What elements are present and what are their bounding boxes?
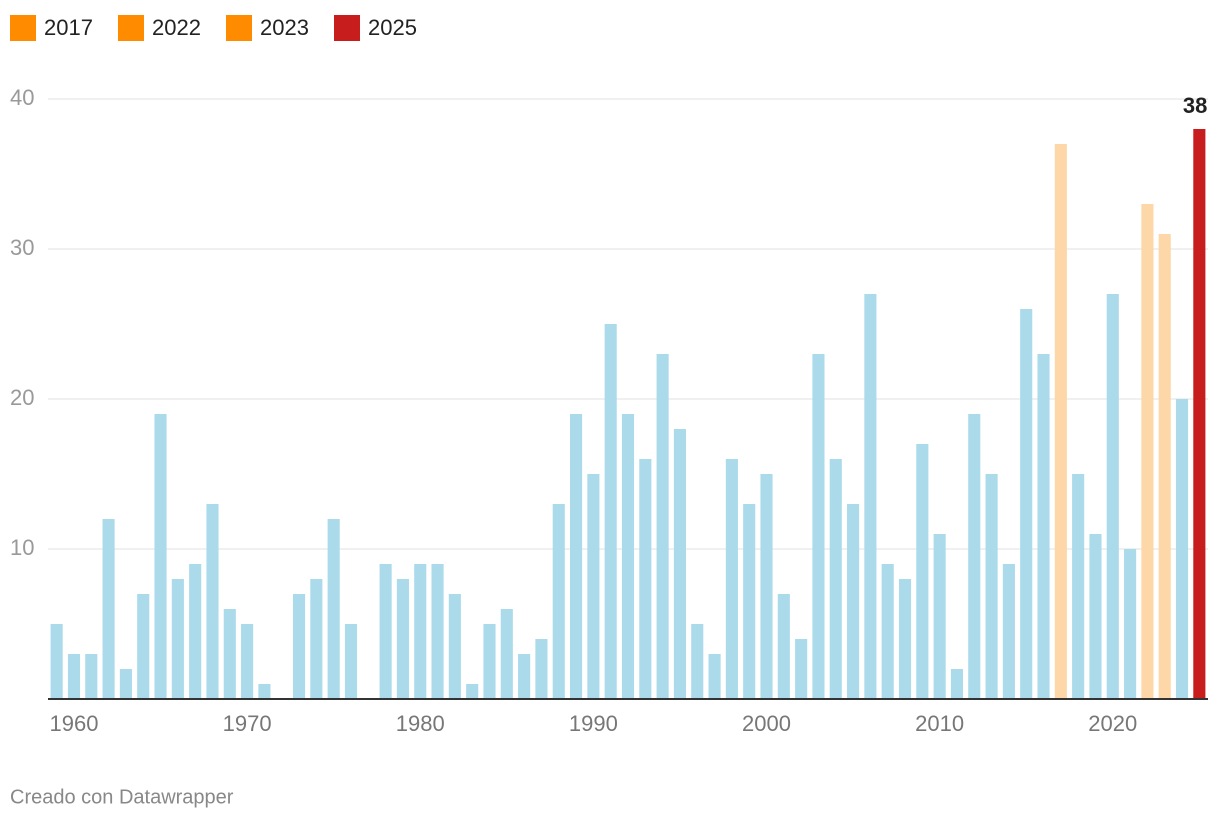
bar [604,324,617,699]
x-tick-label: 2010 [915,711,964,736]
bar [431,564,444,699]
footer: Creado con Datawrapper [10,786,234,808]
bar [847,504,860,699]
x-tick-label: 1960 [49,711,98,736]
legend-swatch [10,15,36,41]
bar [985,474,998,699]
bar [258,684,271,699]
bar [656,354,669,699]
bar [137,594,150,699]
bar [535,639,548,699]
bar [102,519,115,699]
bar [1175,399,1189,699]
bar [189,564,202,699]
bar [1089,534,1102,699]
bar [1141,204,1154,699]
y-tick-label: 30 [10,235,34,260]
legend-swatch [226,15,252,41]
bar [241,624,254,699]
bar [1158,234,1171,699]
x-tick-label: 2020 [1088,711,1137,736]
x-tick-label: 1970 [223,711,272,736]
bar [587,474,600,699]
bar [396,579,409,699]
bar [743,504,756,699]
bar [1020,309,1033,699]
bar [1002,564,1015,699]
bar [621,414,635,699]
bar [552,504,565,699]
bar [448,594,461,699]
bar [119,669,132,699]
bar [466,684,479,699]
bar [1124,549,1137,699]
bar [154,414,167,699]
bar [518,654,531,699]
y-tick-label: 10 [10,535,34,560]
y-tick-label: 40 [10,85,34,110]
x-tick-label: 1990 [569,711,618,736]
bar [483,624,496,699]
bar [327,519,340,699]
bar [673,429,686,699]
bar [570,414,583,699]
bar [639,459,652,699]
bar [708,654,721,699]
bar [85,654,98,699]
bar [864,294,877,699]
bar [795,639,808,699]
bar [310,579,323,699]
bar [691,624,704,699]
bar [1072,474,1085,699]
bar [1054,144,1067,699]
x-tick-label: 2000 [742,711,791,736]
bar [1193,129,1206,699]
bar [933,534,946,699]
bar [1106,294,1119,699]
bar [760,474,773,699]
bar [50,624,63,699]
bar [1037,354,1050,699]
bar [500,609,513,699]
bar [812,354,825,699]
bar [206,504,219,699]
data-label: 38 [1183,93,1207,118]
bar [223,609,236,699]
bar [950,669,964,699]
bar [344,624,358,699]
bar [171,579,184,699]
bar [379,564,392,699]
legend-swatch [334,15,360,41]
legend-label: 2023 [260,15,309,40]
legend-swatch [118,15,144,41]
bar [67,654,81,699]
y-tick-label: 20 [10,385,34,410]
legend-label: 2022 [152,15,201,40]
bar [968,414,981,699]
legend-label: 2025 [368,15,417,40]
bar [881,564,894,699]
bar [898,579,912,699]
x-tick-label: 1980 [396,711,445,736]
bar [725,459,738,699]
legend-label: 2017 [44,15,93,40]
bar [829,459,842,699]
bar [916,444,929,699]
bar [777,594,790,699]
bar [292,594,306,699]
bar [414,564,427,699]
